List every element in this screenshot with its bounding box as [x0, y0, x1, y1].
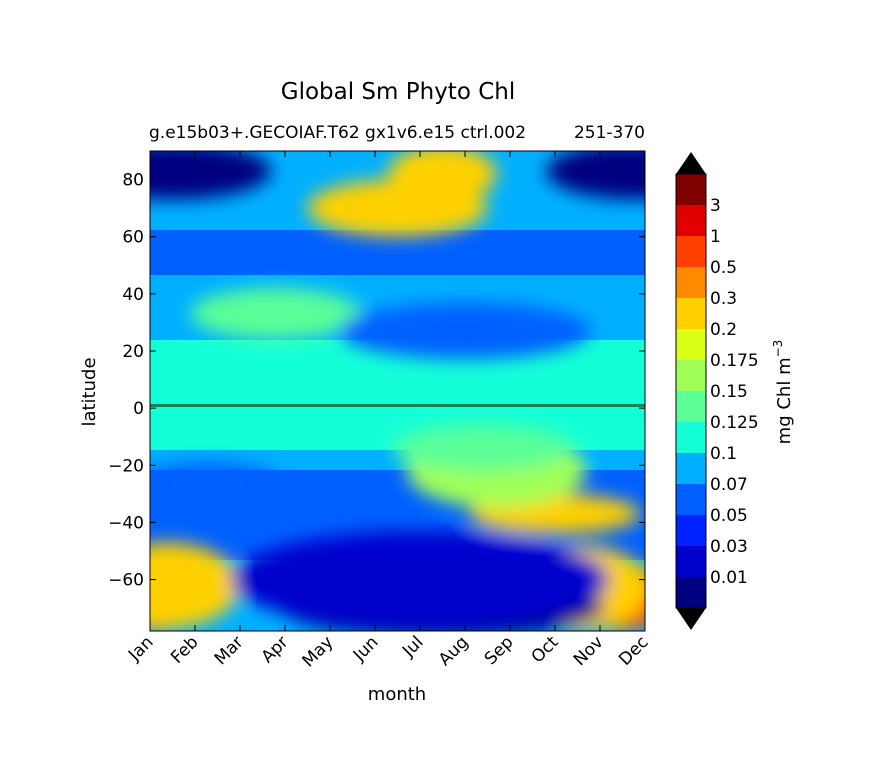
y-axis: 80 60 40 20 0 −20 −40 −60	[108, 171, 645, 591]
contour-region-15	[339, 302, 591, 360]
colorbar: 3 1 0.5 0.3 0.2 0.175 0.15 0.125 0.1 0.07 0.05 0.03…	[675, 152, 759, 630]
chart-title: Global Sm Phyto Chl	[281, 79, 515, 105]
x-tick-label: May	[299, 632, 338, 671]
y-axis-label: latitude	[79, 357, 100, 426]
x-tick-label: Aug	[435, 632, 473, 670]
colorbar-tick-label: 0.5	[710, 258, 737, 278]
y-tick-label: −40	[108, 513, 144, 533]
colorbar-segment	[676, 236, 706, 268]
colorbar-extend-max	[676, 152, 706, 174]
band-equatorial	[150, 340, 645, 450]
contour-region-19	[150, 151, 272, 200]
colorbar-segment	[676, 577, 706, 609]
colorbar-extend-min	[676, 608, 706, 630]
colorbar-segment	[676, 360, 706, 392]
colorbar-tick-label: 0.175	[710, 351, 759, 371]
colorbar-tick-label: 0.05	[710, 506, 748, 526]
contour-region-16	[150, 462, 281, 503]
x-tick-label: Apr	[258, 632, 293, 667]
x-axis-label: month	[368, 684, 426, 705]
colorbar-label-exponent: −3	[771, 340, 785, 358]
contour-regions	[150, 151, 645, 631]
contour-region-20	[546, 151, 645, 200]
x-tick-label: Mar	[211, 632, 248, 669]
band-north-subpolar	[150, 230, 645, 275]
y-tick-label: 40	[122, 285, 144, 305]
colorbar-tick-label: 0.03	[710, 537, 748, 557]
colorbar-segment	[676, 546, 706, 578]
colorbar-segment	[676, 174, 706, 206]
x-tick-label: Dec	[615, 632, 652, 669]
x-tick-label: Oct	[528, 632, 563, 667]
colorbar-tick-label: 0.2	[710, 320, 737, 340]
colorbar-tick-label: 0.125	[710, 413, 759, 433]
y-tick-label: 60	[122, 228, 144, 248]
colorbar-segment	[676, 298, 706, 330]
x-tick-label: Sep	[481, 632, 518, 669]
colorbar-tick-label: 0.1	[710, 444, 737, 464]
y-tick-label: −60	[108, 571, 144, 591]
colorbar-tick-label: 3	[710, 196, 721, 216]
contour-region-8	[393, 425, 573, 471]
y-tick-label: −20	[108, 456, 144, 476]
colorbar-segment	[676, 422, 706, 454]
colorbar-tick-label: 1	[710, 227, 721, 247]
colorbar-segment	[676, 267, 706, 299]
plot-area	[150, 151, 645, 631]
colorbar-label-main: mg Chl m	[774, 357, 795, 444]
contour-region-14	[190, 288, 362, 340]
x-tick-label: Jul	[398, 632, 427, 661]
y-tick-label: 80	[122, 171, 144, 191]
plot-frame	[149, 150, 646, 632]
colorbar-segment	[676, 453, 706, 485]
colorbar-segment	[676, 391, 706, 423]
chart-subtitle-right: 251-370	[574, 123, 645, 143]
colorbar-segment	[676, 329, 706, 361]
colorbar-segment	[676, 484, 706, 516]
contour-region-2	[150, 542, 240, 629]
x-tick-label: Nov	[570, 632, 608, 670]
equator-line	[150, 404, 645, 407]
x-tick-label: Feb	[167, 632, 202, 667]
y-tick-label: 20	[122, 342, 144, 362]
chart-subtitle: g.e15b03+.GECOIAF.T62 gx1v6.e15 ctrl.002	[149, 123, 526, 143]
colorbar-label: mg Chl m−3	[771, 340, 795, 445]
x-tick-label: Jan	[124, 632, 157, 665]
colorbar-segment	[676, 515, 706, 547]
colorbar-frame	[675, 173, 707, 609]
y-tick-label: 0	[133, 399, 144, 419]
colorbar-tick-label: 0.07	[710, 475, 748, 495]
colorbar-tick-label: 0.3	[710, 289, 737, 309]
contour-region-12	[388, 151, 497, 203]
colorbar-segment	[676, 205, 706, 237]
contour-region-18	[231, 531, 609, 629]
x-tick-label: Jun	[349, 632, 383, 666]
colorbar-tick-label: 0.01	[710, 568, 748, 588]
colorbar-tick-label: 0.15	[710, 382, 748, 402]
